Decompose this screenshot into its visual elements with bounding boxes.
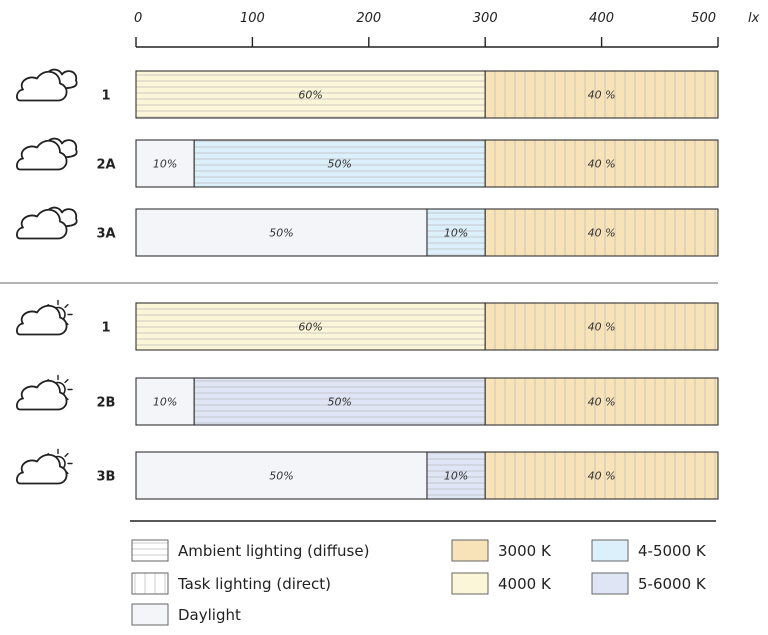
segment-label: 40 %	[588, 396, 616, 409]
bar-segment-pattern	[485, 378, 718, 425]
segment-label: 50%	[269, 470, 293, 483]
bar-segment-pattern	[194, 140, 486, 187]
legend-swatch	[591, 539, 629, 562]
x-tick-label: 300	[473, 11, 498, 26]
legend-item-ambient: Ambient lighting (diffuse)	[131, 539, 369, 562]
row-label: 1	[101, 321, 110, 336]
chart-rows: 1 60% 40 % 2A 10% 50% 40 % 3A 50% 10% 40 % 1 60% 40 %…	[0, 68, 719, 522]
row-group: 1 60% 40 % 2B 10% 50% 40 % 3B 50% 10% 40 %	[16, 299, 719, 500]
bar-segment-pattern	[136, 303, 486, 350]
legend-item-color: 5-6000 K	[591, 572, 707, 595]
segment-label: 50%	[327, 158, 351, 171]
x-tick-label: 400	[589, 11, 614, 26]
bar-segment	[136, 209, 427, 256]
legend-item-task: Task lighting (direct)	[131, 572, 331, 595]
cloud-icon	[16, 137, 78, 171]
cloud-sun-icon	[16, 299, 73, 336]
legend-swatch	[591, 572, 629, 595]
bar-segment-pattern	[427, 209, 486, 256]
bar-segment-outline	[484, 139, 719, 188]
x-axis-unit: lx	[748, 11, 760, 26]
bar-row: 3B 50% 10% 40 %	[16, 448, 719, 500]
segment-label: 50%	[269, 227, 293, 240]
row-group: 1 60% 40 % 2A 10% 50% 40 % 3A 50% 10% 40 %	[16, 68, 719, 257]
segment-label: 40 %	[588, 158, 616, 171]
segment-label: 50%	[327, 396, 351, 409]
x-axis: 0 100 200 300 400 500 lx	[134, 11, 760, 48]
legend-swatch	[131, 539, 169, 562]
bar-segment-pattern	[485, 303, 718, 350]
x-tick-label: 0	[134, 11, 142, 26]
bar-row: 2B 10% 50% 40 %	[16, 374, 719, 426]
segment-label: 40 %	[588, 321, 616, 334]
cloud-icon	[16, 68, 78, 102]
bar-segment-pattern	[485, 209, 718, 256]
bar-row: 3A 50% 10% 40 %	[16, 206, 719, 257]
bar-segment-pattern	[136, 71, 486, 118]
segment-label: 40 %	[588, 89, 616, 102]
legend-label: Daylight	[178, 606, 241, 624]
segment-label: 40 %	[588, 470, 616, 483]
segment-label: 10%	[153, 158, 177, 171]
row-label: 1	[101, 89, 110, 104]
bar-row: 1 60% 40 %	[16, 68, 719, 119]
legend: Ambient lighting (diffuse) Task lighting …	[131, 539, 707, 626]
segment-label: 60%	[298, 321, 322, 334]
legend-swatch	[131, 572, 169, 595]
row-label: 2B	[97, 396, 116, 411]
bar-segment	[136, 378, 195, 425]
legend-item-daylight: Daylight	[131, 603, 241, 626]
bar-segment	[136, 452, 427, 499]
bar-segment-outline	[484, 70, 719, 119]
legend-label: 4-5000 K	[638, 542, 707, 560]
bar-row: 1 60% 40 %	[16, 299, 719, 351]
x-tick-label: 100	[240, 11, 265, 26]
bar-row: 2A 10% 50% 40 %	[16, 137, 719, 188]
segment-label: 10%	[153, 396, 177, 409]
legend-label: 5-6000 K	[638, 575, 707, 593]
bar-segment-outline	[484, 302, 719, 351]
legend-label: Task lighting (direct)	[177, 575, 331, 593]
cloud-sun-icon	[16, 374, 73, 411]
bar-segment-pattern	[427, 452, 486, 499]
segment-label: 10%	[444, 470, 468, 483]
bar-segment-outline	[484, 208, 719, 257]
cloud-icon	[16, 206, 78, 240]
row-label: 3A	[96, 227, 115, 242]
bar-segment-pattern	[485, 452, 718, 499]
row-label: 3B	[97, 470, 116, 485]
legend-item-color: 3000 K	[451, 539, 552, 562]
row-label: 2A	[96, 158, 115, 173]
bar-segment-pattern	[485, 71, 718, 118]
bar-segment-pattern	[194, 378, 486, 425]
bar-segment	[136, 140, 195, 187]
legend-swatch	[131, 603, 169, 626]
legend-label: 4000 K	[498, 575, 552, 593]
legend-item-color: 4-5000 K	[591, 539, 707, 562]
segment-label: 40 %	[588, 227, 616, 240]
legend-label: Ambient lighting (diffuse)	[178, 542, 369, 560]
bar-segment-pattern	[485, 140, 718, 187]
bar-segment-outline	[484, 377, 719, 426]
x-tick-label: 200	[356, 11, 381, 26]
bar-segment-outline	[484, 451, 719, 500]
legend-swatch	[451, 539, 489, 562]
legend-swatch	[451, 572, 489, 595]
x-tick-label: 500	[691, 11, 716, 26]
segment-label: 10%	[444, 227, 468, 240]
cloud-sun-icon	[16, 448, 73, 485]
segment-label: 60%	[298, 89, 322, 102]
legend-item-color: 4000 K	[451, 572, 552, 595]
legend-label: 3000 K	[498, 542, 552, 560]
